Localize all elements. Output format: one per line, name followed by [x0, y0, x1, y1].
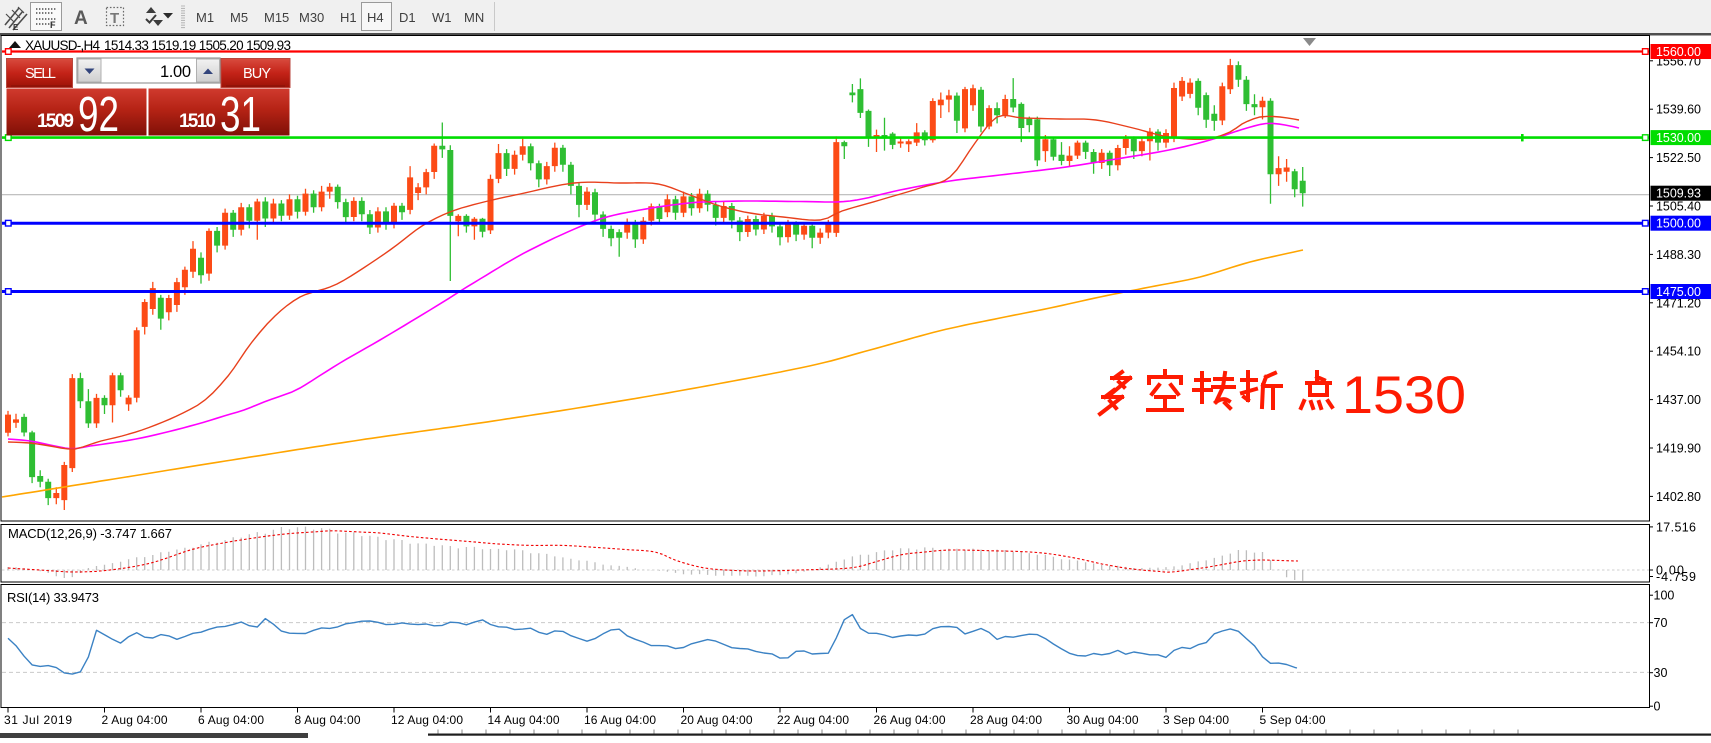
svg-text:31 Jul 2019: 31 Jul 2019 [4, 713, 72, 727]
svg-text:70: 70 [1654, 616, 1668, 630]
svg-text:30 Aug 04:00: 30 Aug 04:00 [1067, 713, 1139, 727]
svg-text:1500.00: 1500.00 [1656, 217, 1701, 231]
svg-text:3 Sep 04:00: 3 Sep 04:00 [1163, 713, 1229, 727]
svg-text:XAUUSD-,H4: XAUUSD-,H4 [25, 38, 100, 53]
svg-text:1530.00: 1530.00 [1656, 131, 1701, 145]
svg-text:26 Aug 04:00: 26 Aug 04:00 [874, 713, 946, 727]
svg-text:1514.33 1519.19 1505.20 1509.9: 1514.33 1519.19 1505.20 1509.93 [104, 38, 291, 53]
svg-text:T: T [110, 10, 119, 27]
svg-text:1402.80: 1402.80 [1656, 490, 1701, 504]
svg-text:28 Aug 04:00: 28 Aug 04:00 [970, 713, 1042, 727]
svg-text:31: 31 [220, 88, 261, 142]
svg-text:A: A [74, 8, 88, 29]
svg-text:92: 92 [78, 88, 119, 142]
svg-text:SELL: SELL [25, 66, 56, 82]
svg-text:30: 30 [1654, 666, 1668, 680]
svg-text:D1: D1 [399, 10, 416, 25]
svg-text:100: 100 [1654, 589, 1675, 603]
svg-text:W1: W1 [432, 10, 452, 25]
svg-text:0: 0 [1654, 700, 1661, 714]
svg-text:22 Aug 04:00: 22 Aug 04:00 [777, 713, 849, 727]
svg-text:-4.759: -4.759 [1656, 570, 1696, 584]
svg-text:1560.00: 1560.00 [1656, 45, 1701, 59]
svg-text:12 Aug 04:00: 12 Aug 04:00 [391, 713, 463, 727]
svg-text:1488.30: 1488.30 [1656, 248, 1701, 262]
svg-text:16 Aug 04:00: 16 Aug 04:00 [584, 713, 656, 727]
svg-text:H1: H1 [340, 10, 357, 25]
svg-text:MN: MN [464, 10, 484, 25]
svg-text:1522.50: 1522.50 [1656, 151, 1701, 165]
svg-text:1510: 1510 [179, 111, 216, 132]
svg-text:F: F [50, 20, 56, 30]
svg-text:M5: M5 [230, 10, 248, 25]
svg-text:5 Sep 04:00: 5 Sep 04:00 [1260, 713, 1326, 727]
svg-text:6 Aug 04:00: 6 Aug 04:00 [198, 713, 264, 727]
svg-text:14 Aug 04:00: 14 Aug 04:00 [488, 713, 560, 727]
svg-text:1509: 1509 [37, 111, 74, 132]
svg-text:20 Aug 04:00: 20 Aug 04:00 [681, 713, 753, 727]
svg-text:MACD(12,26,9) -3.747 1.667: MACD(12,26,9) -3.747 1.667 [8, 526, 172, 541]
svg-text:BUY: BUY [243, 66, 271, 82]
svg-text:1530: 1530 [1342, 366, 1466, 425]
svg-text:1539.60: 1539.60 [1656, 103, 1701, 117]
svg-text:17.516: 17.516 [1656, 520, 1696, 534]
svg-text:1437.00: 1437.00 [1656, 393, 1701, 407]
svg-text:E: E [13, 23, 19, 32]
svg-text:1475.00: 1475.00 [1656, 285, 1701, 299]
svg-text:RSI(14) 33.9473: RSI(14) 33.9473 [7, 590, 99, 605]
svg-text:2 Aug 04:00: 2 Aug 04:00 [102, 713, 168, 727]
svg-text:M1: M1 [196, 10, 214, 25]
svg-text:8 Aug 04:00: 8 Aug 04:00 [295, 713, 361, 727]
svg-text:M30: M30 [299, 10, 324, 25]
svg-text:1509.93: 1509.93 [1656, 187, 1701, 201]
svg-text:H4: H4 [367, 10, 384, 25]
svg-text:M15: M15 [264, 10, 289, 25]
svg-text:1454.10: 1454.10 [1656, 345, 1701, 359]
svg-text:1419.90: 1419.90 [1656, 442, 1701, 456]
svg-text:1505.40: 1505.40 [1656, 200, 1701, 214]
svg-text:1.00: 1.00 [160, 63, 191, 81]
